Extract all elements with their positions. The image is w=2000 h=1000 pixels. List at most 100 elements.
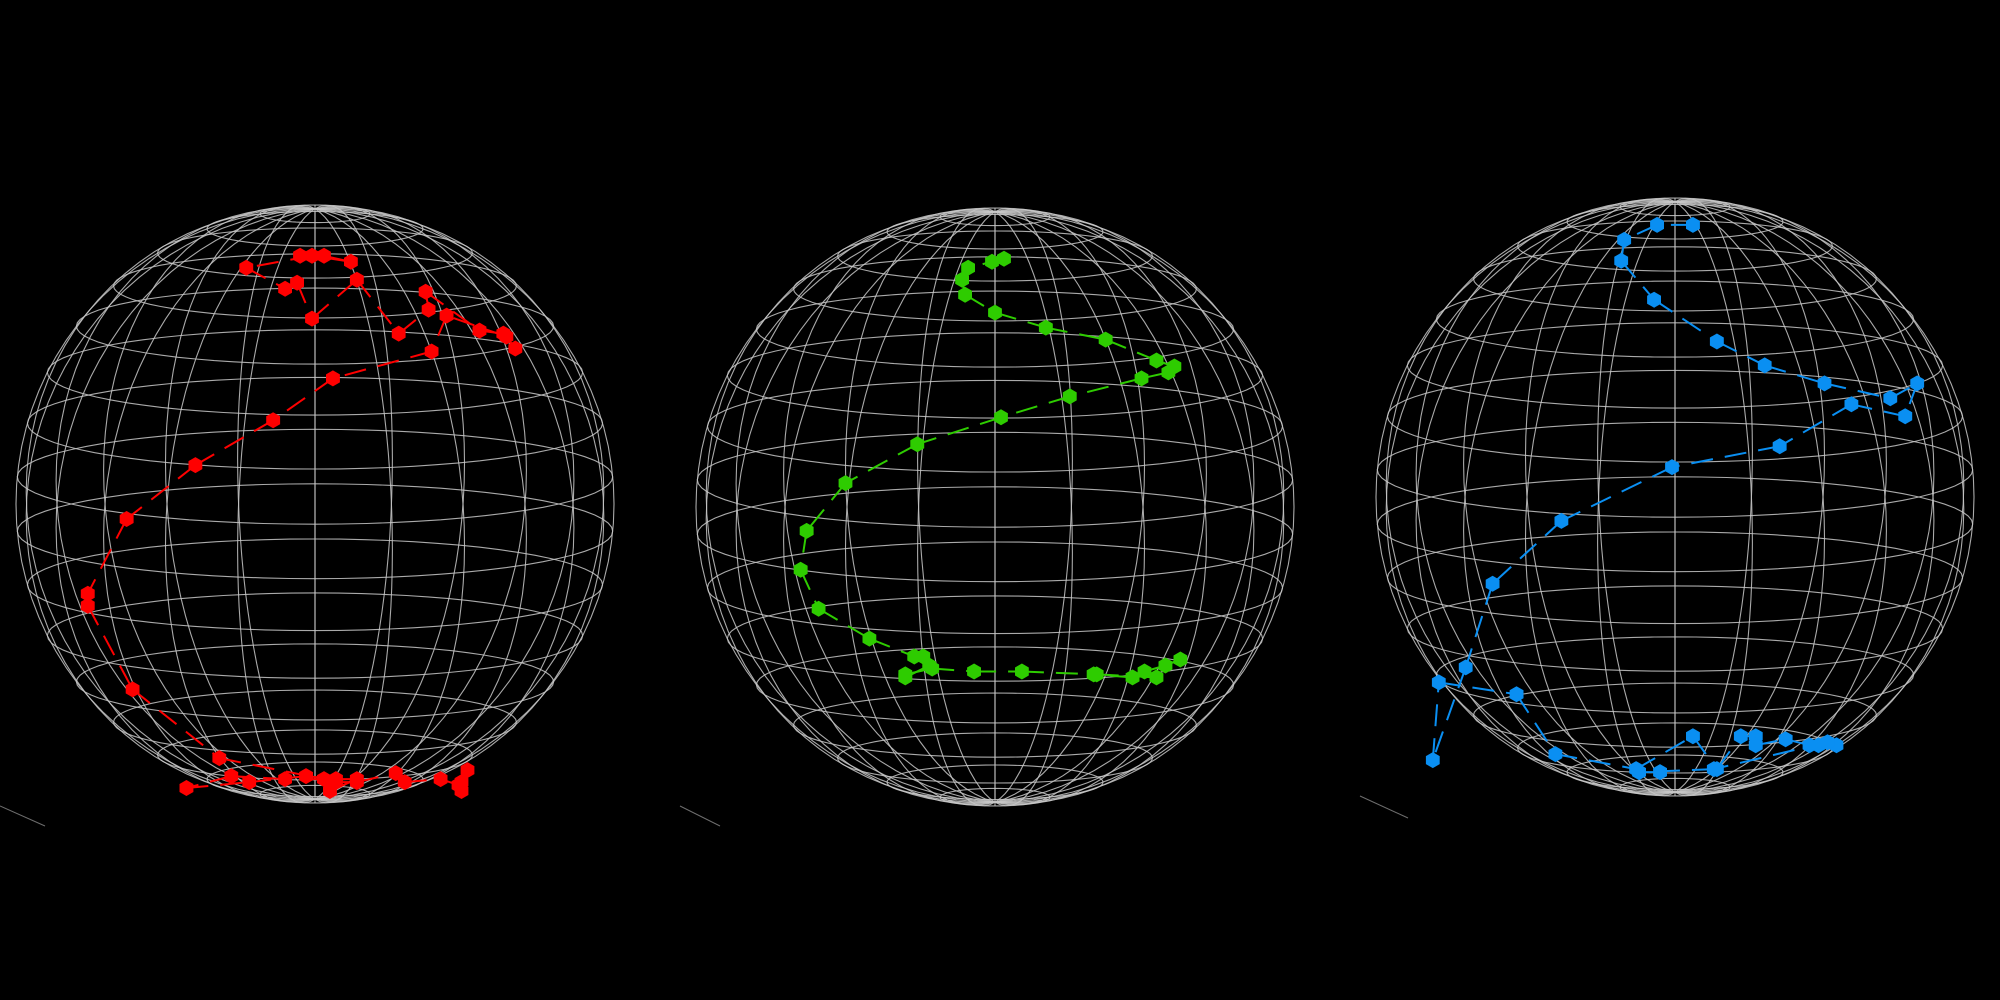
trajectory-marker [391, 325, 406, 342]
longitude-line [1674, 197, 1753, 793]
trajectory-marker [1632, 764, 1646, 781]
trajectory-marker [1653, 764, 1667, 781]
wireframe-grid [15, 204, 615, 804]
longitude-line [237, 204, 316, 800]
trajectory-segment [1851, 403, 1906, 418]
longitude-line [705, 211, 996, 803]
longitude-line [314, 204, 393, 800]
trajectory-marker [1173, 651, 1188, 668]
longitude-line [1674, 201, 1826, 796]
longitude-line [994, 211, 1255, 804]
trajectory-marker [349, 271, 364, 288]
axis-tick [679, 805, 721, 827]
trajectory-marker [994, 409, 1008, 426]
trajectory-segment [1431, 682, 1440, 761]
trajectory-marker [439, 307, 454, 324]
longitude-line [994, 211, 1207, 805]
trajectory-marker [1647, 291, 1661, 308]
trajectory-marker [1733, 728, 1748, 745]
trajectory-segment [125, 464, 197, 520]
trajectory-marker [242, 774, 257, 791]
red-sphere [0, 204, 615, 827]
longitude-line [844, 208, 996, 803]
trajectory-marker [1910, 375, 1925, 392]
trajectory-segment [1045, 326, 1106, 341]
trajectory-segment [1635, 735, 1694, 770]
trajectory-marker [1098, 331, 1113, 348]
trajectory-segment [916, 416, 1002, 446]
trajectory-segment [994, 311, 1047, 329]
longitude-line [1674, 201, 1887, 795]
trajectory-marker [329, 774, 343, 791]
trajectory-marker [290, 274, 304, 291]
trajectory-segment [1431, 667, 1467, 761]
trajectory-segment [1779, 403, 1852, 448]
longitude-line [994, 211, 1295, 803]
trajectory-marker [799, 522, 814, 539]
trajectory-marker [1817, 375, 1832, 392]
trajectory-segment [272, 377, 334, 422]
longitude-line [1524, 198, 1676, 793]
trajectory-marker [1485, 575, 1500, 592]
trajectory-marker [293, 247, 307, 264]
longitude-line [735, 210, 996, 803]
trajectory-segment [1105, 338, 1157, 362]
trajectory-marker [910, 436, 925, 453]
trajectory-marker [388, 765, 403, 782]
trajectory-segment [799, 569, 820, 610]
longitude-line [164, 208, 316, 803]
longitude-line [994, 211, 1073, 807]
trajectory-marker [317, 771, 331, 788]
trajectory-marker [1772, 438, 1787, 455]
longitude-line [735, 211, 996, 804]
trajectory-segment [311, 279, 358, 320]
longitude-line [55, 208, 316, 801]
longitude-line [994, 209, 1207, 803]
trajectory-marker [421, 301, 436, 318]
longitude-line [1674, 201, 1975, 793]
trajectory-marker [898, 666, 913, 683]
trajectory-marker [305, 247, 319, 264]
trajectory-marker [239, 259, 254, 276]
trajectory-segment [86, 605, 134, 690]
trajectory-segment [1464, 583, 1494, 668]
trajectory-marker [397, 774, 412, 791]
axis-tick [0, 805, 46, 827]
trajectory-segment [1021, 670, 1097, 676]
longitude-line [25, 208, 316, 800]
trajectory-marker [958, 286, 972, 303]
trajectory-segment [1560, 466, 1673, 522]
trajectory-marker [80, 585, 95, 602]
green-sphere [679, 207, 1295, 827]
trajectory-marker [1686, 216, 1700, 233]
trajectory-marker [460, 762, 475, 779]
trajectory-marker [1125, 669, 1140, 686]
trajectory-segment [1824, 382, 1891, 400]
trajectory-marker [472, 322, 487, 339]
longitude-line [103, 206, 316, 800]
trajectory-segment [1491, 520, 1563, 585]
trajectory-marker [1431, 674, 1446, 691]
trajectory-marker [955, 271, 969, 288]
trajectory-segment [194, 419, 274, 466]
trajectory-marker [1617, 231, 1632, 248]
trajectory-marker [1158, 657, 1173, 674]
trajectory-marker [349, 774, 364, 791]
longitude-line [314, 205, 466, 800]
longitude-line [994, 211, 1146, 806]
trajectory-segment [869, 637, 915, 658]
trajectory-segment [1716, 340, 1766, 367]
trajectory-segment [1620, 260, 1655, 301]
trajectory-marker [418, 283, 433, 300]
longitude-line [103, 208, 316, 802]
trajectory-marker [119, 511, 134, 527]
longitude-line [994, 210, 1255, 803]
trajectory-marker [508, 340, 523, 357]
trajectory-marker [299, 768, 313, 785]
longitude-line [1463, 199, 1676, 793]
longitude-line [1674, 198, 1826, 793]
trajectory-marker [1614, 252, 1629, 269]
trajectory-marker [1509, 686, 1524, 703]
trajectory-marker [1665, 459, 1679, 476]
